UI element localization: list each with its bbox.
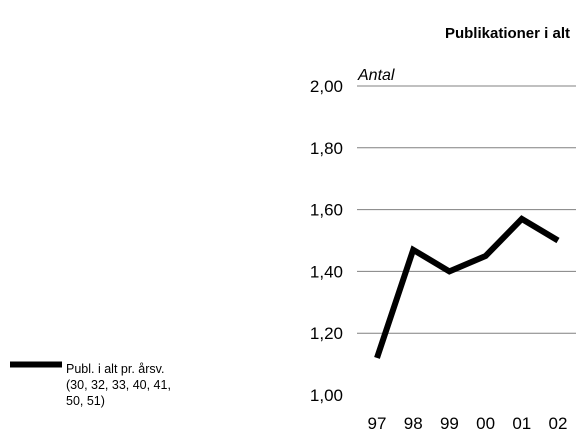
- legend-entry-line-3: 50, 51): [66, 394, 105, 408]
- legend: Publ. i alt pr. årsv. (30, 32, 33, 40, 4…: [10, 361, 174, 408]
- y-tick-label: 1,60: [310, 201, 343, 220]
- x-tick-label: 99: [440, 414, 459, 433]
- y-tick-label: 1,00: [310, 386, 343, 405]
- x-axis-ticks: 97 98 99 00 01 02: [368, 414, 568, 433]
- x-tick-label: 97: [368, 414, 387, 433]
- x-tick-label: 02: [549, 414, 568, 433]
- series-line: [374, 215, 560, 359]
- y-tick-label: 2,00: [310, 77, 343, 96]
- series-group: [374, 215, 560, 359]
- legend-entry: Publ. i alt pr. årsv. (30, 32, 33, 40, 4…: [66, 362, 174, 408]
- y-tick-label: 1,40: [310, 262, 343, 281]
- y-axis-label: Antal: [357, 67, 395, 84]
- x-tick-label: 98: [404, 414, 423, 433]
- y-tick-label: 1,80: [310, 139, 343, 158]
- chart-title: Publikationer i alt: [445, 25, 570, 42]
- legend-entry-line-2: (30, 32, 33, 40, 41,: [66, 378, 171, 392]
- gridlines: [357, 85, 576, 334]
- y-tick-label: 1,20: [310, 324, 343, 343]
- x-tick-label: 01: [512, 414, 531, 433]
- legend-entry-line-1: Publ. i alt pr. årsv.: [66, 362, 164, 376]
- x-tick-label: 00: [476, 414, 495, 433]
- y-axis-ticks: 1,00 1,20 1,40 1,60 1,80 2,00: [310, 77, 343, 405]
